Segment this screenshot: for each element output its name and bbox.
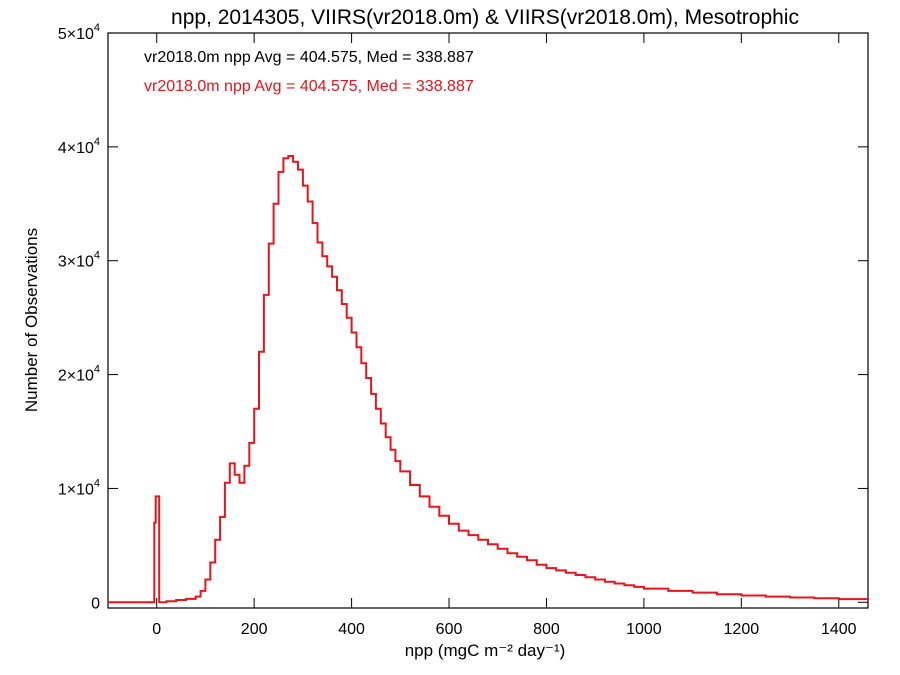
y-tick-mantissa: 2×10 — [58, 368, 94, 385]
x-axis-ticks: 0 200 400 600 800 1000 1200 1400 — [152, 33, 857, 638]
y-tick-label: 1×104 — [58, 477, 100, 498]
x-tick-label: 200 — [241, 621, 268, 638]
y-tick-label: 5×104 — [58, 22, 100, 43]
y-tick-exponent: 4 — [94, 477, 100, 489]
x-axis-label: npp (mgC m⁻² day⁻¹) — [405, 641, 566, 660]
y-tick-exponent: 4 — [94, 364, 100, 376]
chart-title: npp, 2014305, VIIRS(vr2018.0m) & VIIRS(v… — [171, 6, 799, 29]
y-tick-exponent: 4 — [94, 136, 100, 148]
y-tick-mantissa: 1×10 — [58, 481, 94, 498]
y-tick-label: 0 — [91, 595, 100, 612]
x-tick-label: 1000 — [626, 621, 662, 638]
y-tick-exponent: 4 — [94, 250, 100, 262]
x-tick-label: 800 — [533, 621, 560, 638]
y-tick-label: 3×104 — [58, 250, 100, 271]
x-tick-label: 1200 — [724, 621, 760, 638]
y-tick-label: 4×104 — [58, 136, 100, 157]
y-tick-mantissa: 0 — [91, 595, 100, 612]
x-tick-label: 1400 — [821, 621, 857, 638]
x-tick-label: 600 — [436, 621, 463, 638]
x-tick-label: 400 — [338, 621, 365, 638]
y-tick-exponent: 4 — [94, 22, 100, 34]
plot-frame — [107, 32, 869, 609]
x-tick-label: 0 — [152, 621, 161, 638]
y-tick-mantissa: 3×10 — [58, 254, 94, 271]
y-tick-label: 2×104 — [58, 364, 100, 385]
stats-annotation-red: vr2018.0m npp Avg = 404.575, Med = 338.8… — [144, 78, 474, 95]
y-tick-mantissa: 5×10 — [58, 26, 94, 43]
y-axis-label: Number of Observations — [22, 228, 41, 412]
stats-annotation-black: vr2018.0m npp Avg = 404.575, Med = 338.8… — [144, 49, 474, 66]
histogram-series-line — [108, 155, 869, 604]
y-tick-mantissa: 4×10 — [58, 140, 94, 157]
